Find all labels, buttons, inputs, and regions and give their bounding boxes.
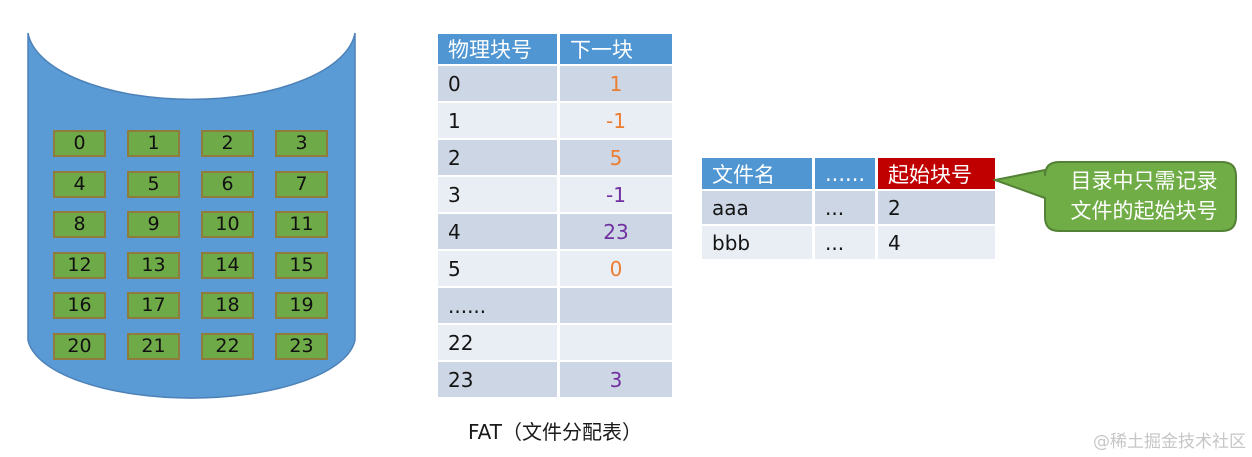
fat-cell-next [560, 325, 672, 360]
fat-header-row: 物理块号 下一块 [438, 34, 672, 64]
fat-cell-next: -1 [560, 103, 672, 138]
callout-line-2: 文件的起始块号 [1070, 199, 1218, 223]
fat-cell-block: 22 [438, 325, 557, 360]
fat-cell-block: 2 [438, 140, 557, 175]
callout-line-1: 目录中只需记录 [1070, 169, 1218, 194]
disk-block-1: 1 [127, 130, 180, 157]
disk-block-6: 6 [201, 170, 254, 198]
directory-header-row: 文件名 ...... 起始块号 [702, 158, 995, 189]
disk-cylinder-path [27, 32, 356, 399]
directory-header-dots: ...... [815, 158, 875, 189]
directory-cell-dots: ... [815, 191, 875, 224]
disk-block-20: 20 [53, 332, 106, 360]
disk-shape [27, 32, 356, 399]
fat-row-23: 23 3 [438, 362, 672, 397]
fat-cell-next: 1 [560, 66, 672, 101]
fat-cell-next: 23 [560, 214, 672, 249]
disk-block-8: 8 [53, 211, 106, 238]
fat-header-physical-block: 物理块号 [438, 34, 557, 64]
fat-cell-block: 1 [438, 103, 557, 138]
fat-row-22: 22 [438, 325, 672, 360]
fat-cell-next: 5 [560, 140, 672, 175]
disk-block-13: 13 [127, 251, 180, 279]
disk-block-15: 15 [275, 251, 328, 279]
disk-block-2: 2 [201, 130, 254, 157]
disk-block-9: 9 [127, 211, 180, 238]
fat-caption: FAT（文件分配表） [467, 420, 642, 444]
disk-block-12: 12 [53, 251, 106, 279]
directory-table: 文件名 ...... 起始块号 aaa ... 2 bbb ... 4 [699, 156, 998, 261]
fat-table: 物理块号 下一块 0 1 1 -1 2 5 3 -1 4 23 5 0 ....… [435, 32, 675, 399]
fat-cell-block: 3 [438, 177, 557, 212]
fat-cell-block: 23 [438, 362, 557, 397]
directory-header-filename: 文件名 [702, 158, 812, 189]
fat-cell-next [560, 288, 672, 323]
fat-row-3: 3 -1 [438, 177, 672, 212]
disk-block-5: 5 [127, 170, 180, 198]
disk-block-10: 10 [201, 211, 254, 238]
directory-cell-dots: ... [815, 226, 875, 259]
fat-row-1: 1 -1 [438, 103, 672, 138]
directory-row-aaa: aaa ... 2 [702, 191, 995, 224]
disk-block-11: 11 [275, 211, 328, 238]
directory-header-start-block: 起始块号 [878, 158, 995, 189]
disk-block-16: 16 [53, 292, 106, 319]
fat-cell-next: -1 [560, 177, 672, 212]
callout-text: 目录中只需记录 文件的起始块号 [1050, 162, 1238, 232]
disk-block-19: 19 [275, 292, 328, 319]
disk-block-23: 23 [275, 332, 328, 360]
disk-block-21: 21 [127, 332, 180, 360]
fat-row-5: 5 0 [438, 251, 672, 286]
fat-cell-next: 3 [560, 362, 672, 397]
disk-block-7: 7 [275, 170, 328, 198]
fat-row-2: 2 5 [438, 140, 672, 175]
disk-block-3: 3 [275, 130, 328, 157]
fat-cell-block: 5 [438, 251, 557, 286]
disk-block-18: 18 [201, 292, 254, 319]
disk-block-0: 0 [53, 130, 106, 157]
directory-cell-filename: bbb [702, 226, 812, 259]
disk-block-17: 17 [127, 292, 180, 319]
disk-block-22: 22 [201, 332, 254, 360]
fat-cell-block: 0 [438, 66, 557, 101]
fat-cell-block: 4 [438, 214, 557, 249]
directory-cell-start: 2 [878, 191, 995, 224]
callout-bubble-path [993, 161, 1237, 232]
directory-cell-filename: aaa [702, 191, 812, 224]
fat-header-next-block: 下一块 [560, 34, 672, 64]
fat-row-4: 4 23 [438, 214, 672, 249]
fat-row-0: 0 1 [438, 66, 672, 101]
fat-row-ellipsis: ...... [438, 288, 672, 323]
disk-block-4: 4 [53, 170, 106, 198]
watermark: @稀土掘金技术社区 [1093, 432, 1246, 452]
fat-cell-block: ...... [438, 288, 557, 323]
fat-cell-next: 0 [560, 251, 672, 286]
directory-row-bbb: bbb ... 4 [702, 226, 995, 259]
disk-block-grid: 0 1 2 3 4 5 6 7 8 9 10 11 12 13 14 15 16… [53, 130, 328, 360]
disk-block-14: 14 [201, 251, 254, 279]
callout-bubble [993, 161, 1237, 232]
directory-cell-start: 4 [878, 226, 995, 259]
